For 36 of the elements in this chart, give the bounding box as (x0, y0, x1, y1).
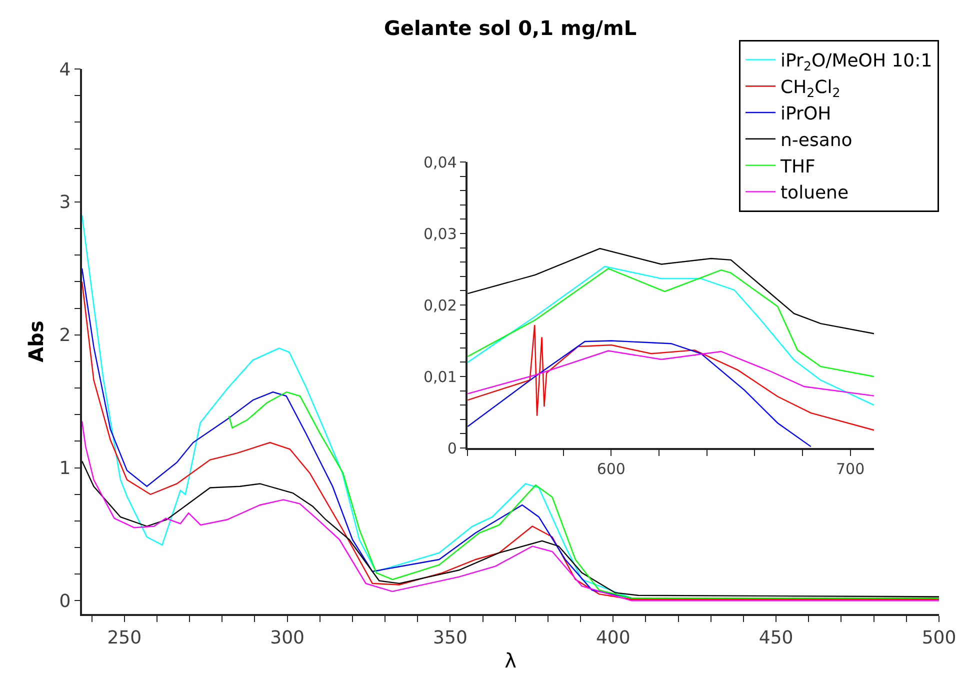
line-series (468, 324, 874, 431)
y-tick-label: 2 (59, 325, 71, 346)
x-tick-label: 700 (836, 460, 865, 478)
legend-label: iPr$_{2}$O/MeOH 10:1 (780, 50, 932, 74)
x-tick-label: 250 (107, 627, 142, 648)
x-tick-label: 300 (270, 627, 304, 648)
y-tick-label: 4 (59, 59, 71, 80)
x-tick-label: 350 (433, 627, 468, 648)
legend-label: n-esano (780, 130, 852, 151)
x-tick-label: 450 (758, 627, 794, 648)
x-axis-title: λ (504, 648, 517, 672)
y-tick-label: 0,02 (423, 296, 457, 314)
x-tick-label: 500 (922, 627, 956, 648)
line-series (468, 340, 812, 448)
y-tick-label: 0,03 (423, 224, 457, 243)
y-tick-label: 0,04 (423, 153, 457, 172)
x-tick-label: 400 (596, 627, 630, 648)
legend-label: iPrOH (780, 104, 832, 125)
line-series (468, 266, 874, 406)
line-series (468, 350, 874, 396)
legend-label: CH$_{2}$Cl$_{2}$ (780, 77, 840, 100)
y-tick-label: 0 (447, 439, 457, 458)
y-tick-label: 0 (59, 591, 71, 612)
line-series (468, 268, 874, 378)
line-series (82, 420, 939, 602)
y-tick-label: 1 (59, 458, 71, 480)
legend-label: THF (780, 156, 816, 178)
chart-title: Gelante sol 0,1 mg/mL (384, 16, 637, 40)
line-series (82, 460, 939, 598)
y-tick-label: 3 (59, 192, 71, 214)
y-tick-label: 0,01 (423, 368, 457, 386)
legend-label: toluene (780, 182, 849, 204)
x-tick-label: 600 (596, 460, 626, 478)
line-series (228, 391, 939, 599)
line-series (468, 248, 874, 334)
y-axis-title: Abs (24, 320, 48, 362)
